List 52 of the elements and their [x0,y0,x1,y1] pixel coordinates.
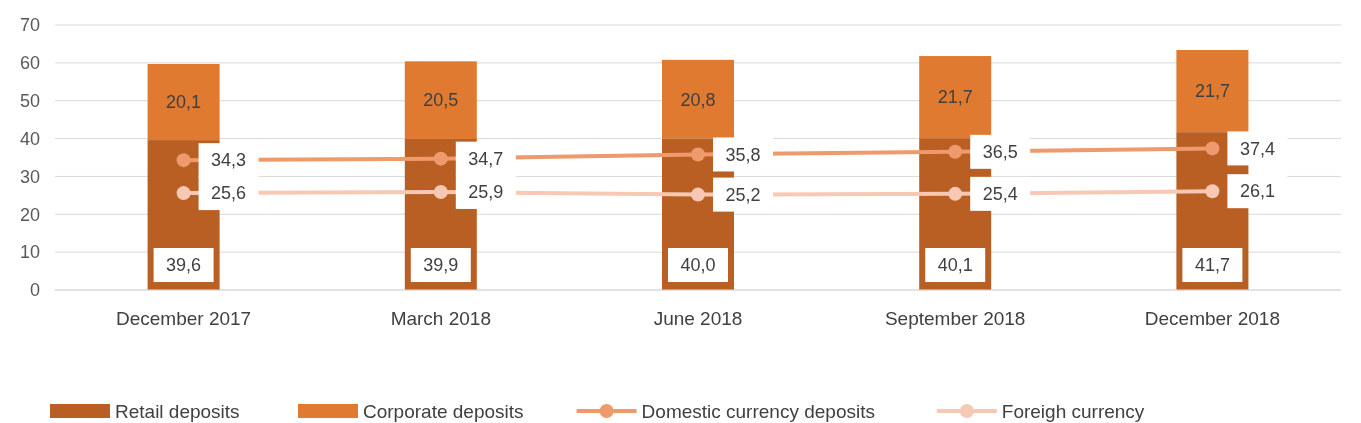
data-label: 34,7 [468,148,504,169]
y-tick-label: 50 [19,91,40,112]
data-label: 35,8 [725,144,761,165]
y-tick-label: 20 [19,204,40,225]
x-tick-label: December 2017 [116,308,252,329]
point [1205,141,1220,156]
point [691,147,705,162]
data-label: 34,3 [211,150,247,171]
point [433,184,448,199]
data-label: 25,9 [468,182,504,203]
bar [1176,49,1249,133]
data-label: 25,2 [725,184,761,205]
data-label: 40,0 [680,255,716,276]
point [948,144,963,159]
bar [147,63,220,141]
x-tick-label: December 2018 [1144,308,1280,329]
y-tick-label: 40 [19,128,40,149]
point [176,186,191,201]
x-tick-label: June 2018 [653,308,743,329]
data-label: 26,1 [1239,181,1275,202]
point [433,151,448,166]
y-tick-label: 30 [19,166,40,187]
y-tick-label: 70 [19,15,40,36]
legend-label: Foreigh currency [1001,400,1145,422]
data-label: 21,7 [1194,81,1230,102]
data-label: 40,1 [937,255,973,276]
y-tick-label: 0 [29,280,40,301]
data-label: 41,7 [1194,255,1230,276]
x-tick-label: March 2018 [390,308,491,329]
data-label: 20,1 [166,92,202,113]
bar [919,56,992,139]
data-label: 25,4 [982,184,1018,205]
point [176,153,191,168]
data-label: 37,4 [1239,138,1275,159]
legend-label: Corporate deposits [363,400,524,422]
data-label: 36,5 [982,142,1018,163]
legend-label: Domestic currency deposits [641,400,875,422]
data-label: 39,6 [166,255,202,276]
y-tick-label: 60 [19,53,40,74]
data-label: 21,7 [937,87,973,108]
data-label: 20,5 [423,90,459,111]
bar [404,61,477,139]
data-label: 20,8 [680,89,716,110]
x-tick-label: September 2018 [884,308,1026,329]
legend-label: Retail deposits [115,400,240,422]
data-label: 39,9 [423,255,459,276]
y-tick-label: 10 [19,242,40,263]
point [1205,184,1220,199]
point [691,187,705,202]
data-label: 25,6 [211,183,247,204]
bar [661,59,735,139]
point [948,186,963,201]
